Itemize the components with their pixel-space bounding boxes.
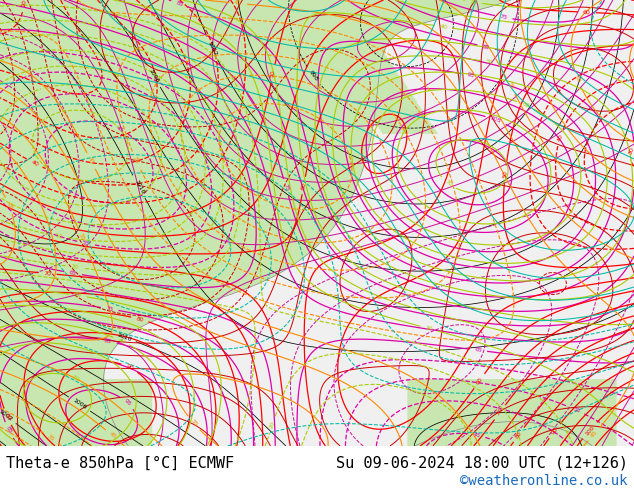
Text: 55: 55 xyxy=(78,232,86,242)
Text: 25: 25 xyxy=(212,196,221,205)
Text: 1010: 1010 xyxy=(116,332,132,342)
Text: 10: 10 xyxy=(55,233,63,239)
Text: 30: 30 xyxy=(425,325,434,332)
Text: 45: 45 xyxy=(115,125,125,134)
Text: 65: 65 xyxy=(474,347,482,353)
Text: 60: 60 xyxy=(475,376,484,386)
Text: 50: 50 xyxy=(502,170,508,178)
Text: 55: 55 xyxy=(507,81,515,91)
Text: 60: 60 xyxy=(583,10,591,15)
Text: 70: 70 xyxy=(443,179,453,188)
Text: 65: 65 xyxy=(5,201,13,210)
Text: 40: 40 xyxy=(439,24,448,30)
Text: 30: 30 xyxy=(108,11,117,20)
Text: 50: 50 xyxy=(71,375,80,383)
Text: 105: 105 xyxy=(489,116,502,124)
Text: 1002: 1002 xyxy=(0,409,13,422)
Text: 85: 85 xyxy=(5,426,13,435)
Text: 1010: 1010 xyxy=(133,179,145,195)
Text: Su 09-06-2024 18:00 UTC (12+126): Su 09-06-2024 18:00 UTC (12+126) xyxy=(335,456,628,470)
Text: 75: 75 xyxy=(105,306,114,312)
Text: 85: 85 xyxy=(175,0,184,7)
Text: 80: 80 xyxy=(4,412,11,421)
Text: 40: 40 xyxy=(117,337,126,345)
Text: 75: 75 xyxy=(500,14,508,21)
Text: 70: 70 xyxy=(44,270,52,276)
Text: 85: 85 xyxy=(104,338,112,344)
Text: 20: 20 xyxy=(269,420,276,429)
Text: 40: 40 xyxy=(30,159,39,167)
Text: 95: 95 xyxy=(122,398,132,407)
Text: 45: 45 xyxy=(234,0,242,6)
Text: 80: 80 xyxy=(136,316,144,323)
Text: 30: 30 xyxy=(469,0,478,5)
Text: 85: 85 xyxy=(482,44,491,50)
Text: Theta-e 850hPa [°C] ECMWF: Theta-e 850hPa [°C] ECMWF xyxy=(6,456,235,470)
Text: 20: 20 xyxy=(70,264,79,270)
Text: 60: 60 xyxy=(521,101,530,109)
Text: 45: 45 xyxy=(590,429,598,439)
Text: 70: 70 xyxy=(496,408,504,417)
Text: 1002: 1002 xyxy=(207,40,217,56)
Text: 90: 90 xyxy=(550,426,559,436)
Text: 45: 45 xyxy=(108,431,117,441)
Text: 55: 55 xyxy=(82,240,90,246)
Text: 55: 55 xyxy=(572,406,581,414)
Text: 95: 95 xyxy=(466,72,475,79)
Text: 65: 65 xyxy=(574,75,581,84)
Text: 998: 998 xyxy=(308,70,319,82)
Text: 75: 75 xyxy=(283,183,290,192)
Text: 55: 55 xyxy=(190,418,198,428)
Text: 35: 35 xyxy=(46,434,56,442)
Text: 60: 60 xyxy=(301,181,307,190)
Text: ©weatheronline.co.uk: ©weatheronline.co.uk xyxy=(460,474,628,488)
Text: 30: 30 xyxy=(628,147,634,155)
Text: 45: 45 xyxy=(472,432,481,439)
Text: 40: 40 xyxy=(557,133,564,142)
Text: 1006: 1006 xyxy=(72,398,87,411)
Text: 30: 30 xyxy=(74,293,82,298)
Text: 45: 45 xyxy=(87,156,95,166)
Text: 20: 20 xyxy=(21,0,27,7)
Text: 35: 35 xyxy=(132,155,140,165)
Text: 100: 100 xyxy=(584,424,595,436)
Text: 1006: 1006 xyxy=(148,68,160,84)
Text: 80: 80 xyxy=(515,430,523,440)
Text: 50: 50 xyxy=(485,59,494,65)
Text: 65: 65 xyxy=(69,270,77,276)
Text: 50: 50 xyxy=(270,70,276,78)
Text: 90: 90 xyxy=(125,364,134,372)
Text: 0: 0 xyxy=(45,84,50,90)
